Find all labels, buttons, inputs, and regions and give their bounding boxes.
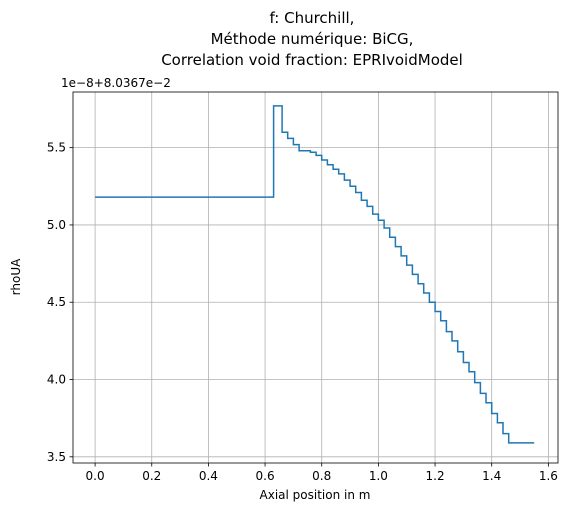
chart-title-line-3: Correlation void fraction: EPRIvoidModel: [161, 51, 463, 69]
x-axis-label: Axial position in m: [260, 488, 371, 502]
x-tick-label: 1.6: [539, 469, 558, 483]
x-tick-label: 1.0: [369, 469, 388, 483]
y-tick-label: 3.5: [47, 450, 66, 464]
x-tick-label: 0.2: [142, 469, 161, 483]
x-tick-label: 1.4: [482, 469, 501, 483]
y-tick-label: 5.0: [47, 218, 66, 232]
y-axis-ticks: 3.5 4.0 4.5 5.0 5.5: [47, 141, 73, 464]
y-tick-label: 4.5: [47, 295, 66, 309]
chart-title-line-2: Méthode numérique: BiCG,: [211, 30, 414, 48]
x-tick-label: 1.2: [426, 469, 445, 483]
grid: [73, 92, 558, 463]
chart-title-line-1: f: Churchill,: [270, 9, 355, 27]
x-tick-label: 0.4: [199, 469, 218, 483]
series-layer: [95, 105, 535, 444]
plot-frame: [72, 91, 559, 464]
series-line: [95, 105, 535, 444]
y-tick-label: 5.5: [47, 141, 66, 155]
x-axis-ticks: 0.0 0.2 0.4 0.6 0.8 1.0 1.2 1.4 1.6: [86, 463, 558, 483]
x-tick-label: 0.6: [256, 469, 275, 483]
x-tick-label: 0.0: [86, 469, 105, 483]
x-tick-label: 0.8: [312, 469, 331, 483]
y-tick-label: 4.0: [47, 373, 66, 387]
y-axis-label: rhoUA: [9, 258, 23, 295]
y-offset-label: 1e−8+8.0367e−2: [61, 76, 171, 90]
